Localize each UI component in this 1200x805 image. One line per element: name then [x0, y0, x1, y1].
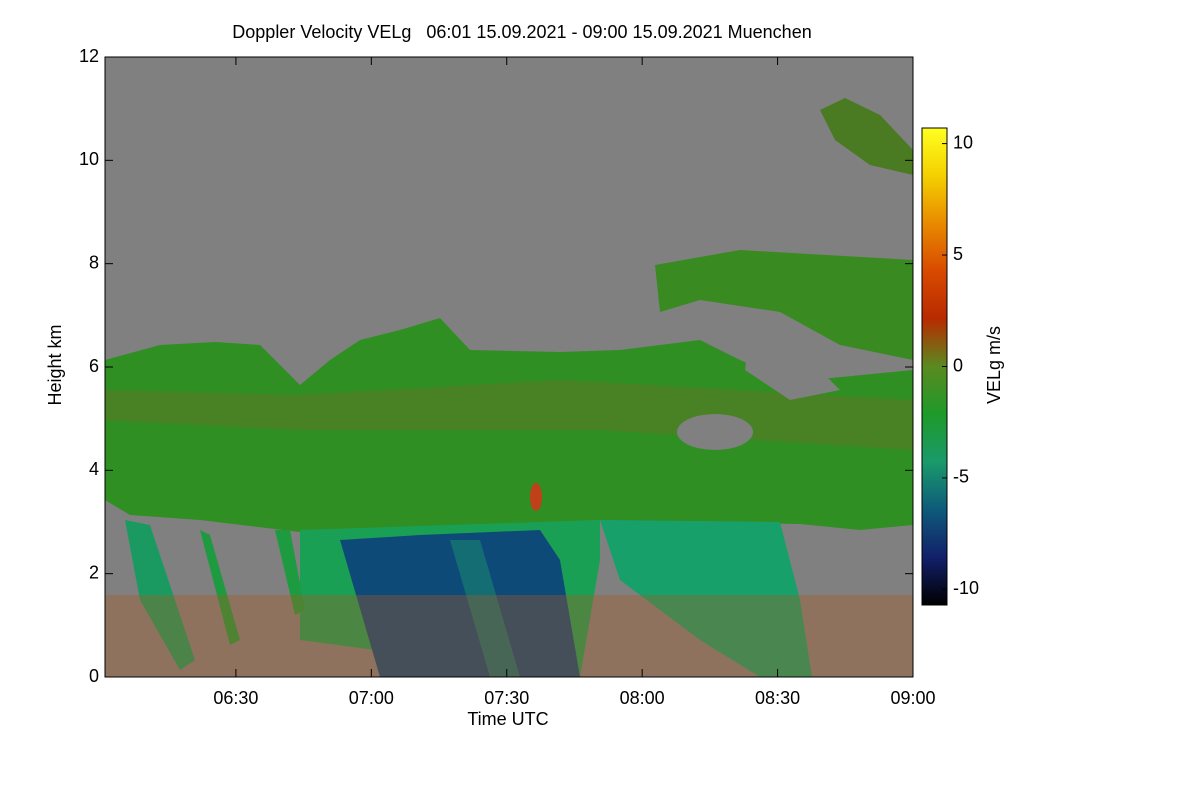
fall-streaks: [275, 530, 305, 615]
colorbar-label: VELg m/s: [984, 326, 1004, 404]
radar-image: [105, 98, 913, 677]
x-tick-label: 07:00: [349, 688, 394, 708]
fall-streaks: [200, 530, 240, 645]
y-tick-label: 10: [79, 149, 99, 169]
fall-streaks: [125, 520, 195, 670]
y-tick-label: 6: [89, 356, 99, 376]
x-tick-label: 06:30: [213, 688, 258, 708]
cloud-gap: [677, 414, 753, 450]
chart-title: Doppler Velocity VELg 06:01 15.09.2021 -…: [232, 22, 811, 42]
x-tick-label: 09:00: [890, 688, 935, 708]
fall-streaks: [600, 520, 812, 677]
y-tick-label: 4: [89, 459, 99, 479]
fall-streaks: [450, 540, 520, 677]
colorbar-tick-label: 0: [953, 355, 963, 375]
noise-layer: [105, 595, 913, 677]
colorbar-tick-label: -5: [953, 467, 969, 487]
colorbar-tick-label: -10: [953, 578, 979, 598]
y-axis-label: Height km: [45, 324, 65, 405]
cloud-layer: [820, 98, 913, 175]
colorbar-tick-label: 5: [953, 244, 963, 264]
x-tick-label: 08:30: [755, 688, 800, 708]
x-tick-label: 07:30: [484, 688, 529, 708]
y-tick-label: 8: [89, 252, 99, 272]
cloud-layer: [655, 250, 913, 360]
y-tick-label: 12: [79, 46, 99, 66]
colorbar-tick-label: 10: [953, 132, 973, 152]
fall-streaks: [340, 530, 580, 677]
x-tick-label: 08:00: [620, 688, 665, 708]
y-tick-label: 0: [89, 666, 99, 686]
cloud-gap: [745, 330, 840, 400]
y-tick-label: 2: [89, 562, 99, 582]
x-axis-label: Time UTC: [467, 709, 548, 729]
echo-spot: [530, 483, 542, 511]
